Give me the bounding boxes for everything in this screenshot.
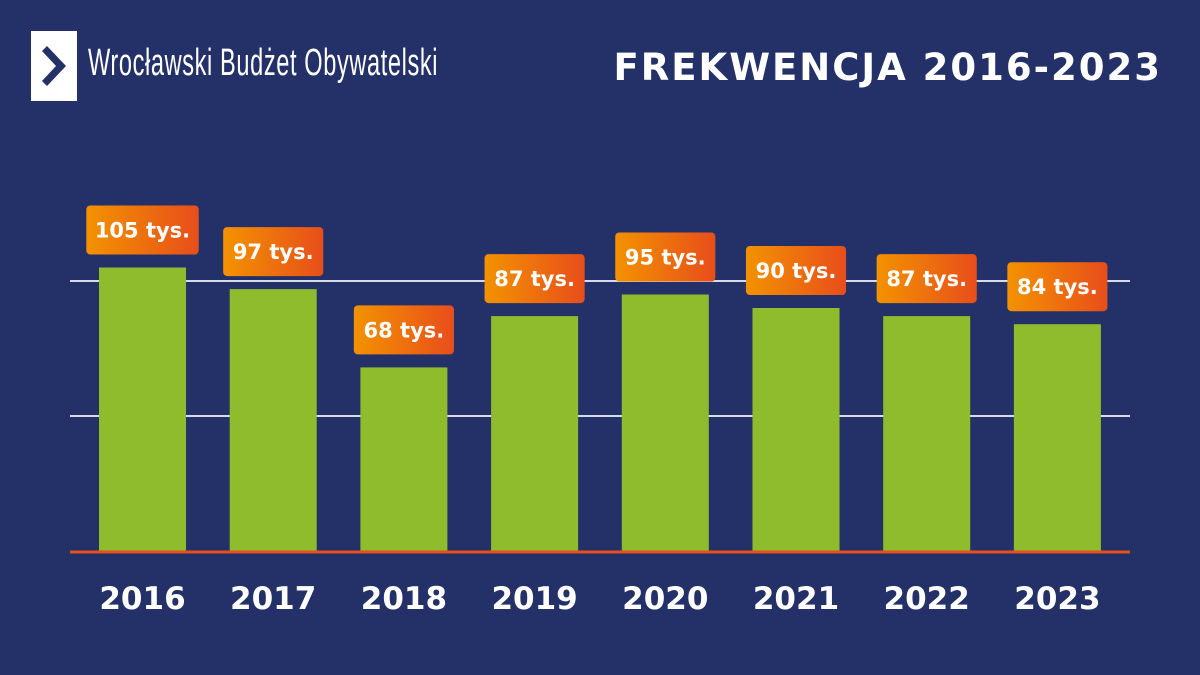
data-label-box [223,227,324,277]
bar [752,308,840,551]
data-label: 84 tys. [1017,275,1098,299]
bar [1013,324,1101,551]
bar [883,316,971,551]
chart-title: FREKWENCJA 2016-2023 [613,46,1162,89]
data-label-box [353,305,454,355]
data-label: 105 tys. [95,219,190,243]
data-label-box [615,232,716,282]
x-tick-label: 2021 [753,581,839,617]
logo-text: Wrocławski Budżet Obywatelski [88,42,439,84]
data-label-box [1007,262,1108,312]
bar [621,294,709,551]
bar [99,267,186,551]
data-label: 87 tys. [886,267,967,291]
data-label: 95 tys. [625,246,706,270]
data-label: 87 tys. [494,267,575,291]
chevron-right-icon [42,46,66,86]
bar [360,367,448,551]
data-label-box [86,205,199,255]
logo-mark [31,31,77,101]
data-label-box [484,254,585,304]
x-tick-label: 2018 [361,581,447,617]
data-label-box [745,246,847,295]
data-label-box [876,254,977,304]
x-tick-label: 2023 [1014,581,1100,617]
x-tick-label: 2017 [230,581,316,617]
x-tick-label: 2022 [884,581,970,617]
data-label: 90 tys. [756,259,837,283]
data-label: 68 tys. [364,318,445,342]
bar [491,316,579,551]
x-tick-label: 2019 [491,581,577,617]
data-label: 97 tys. [233,240,314,264]
bar [229,289,317,551]
x-tick-label: 2020 [622,581,708,617]
x-tick-label: 2016 [99,581,185,617]
